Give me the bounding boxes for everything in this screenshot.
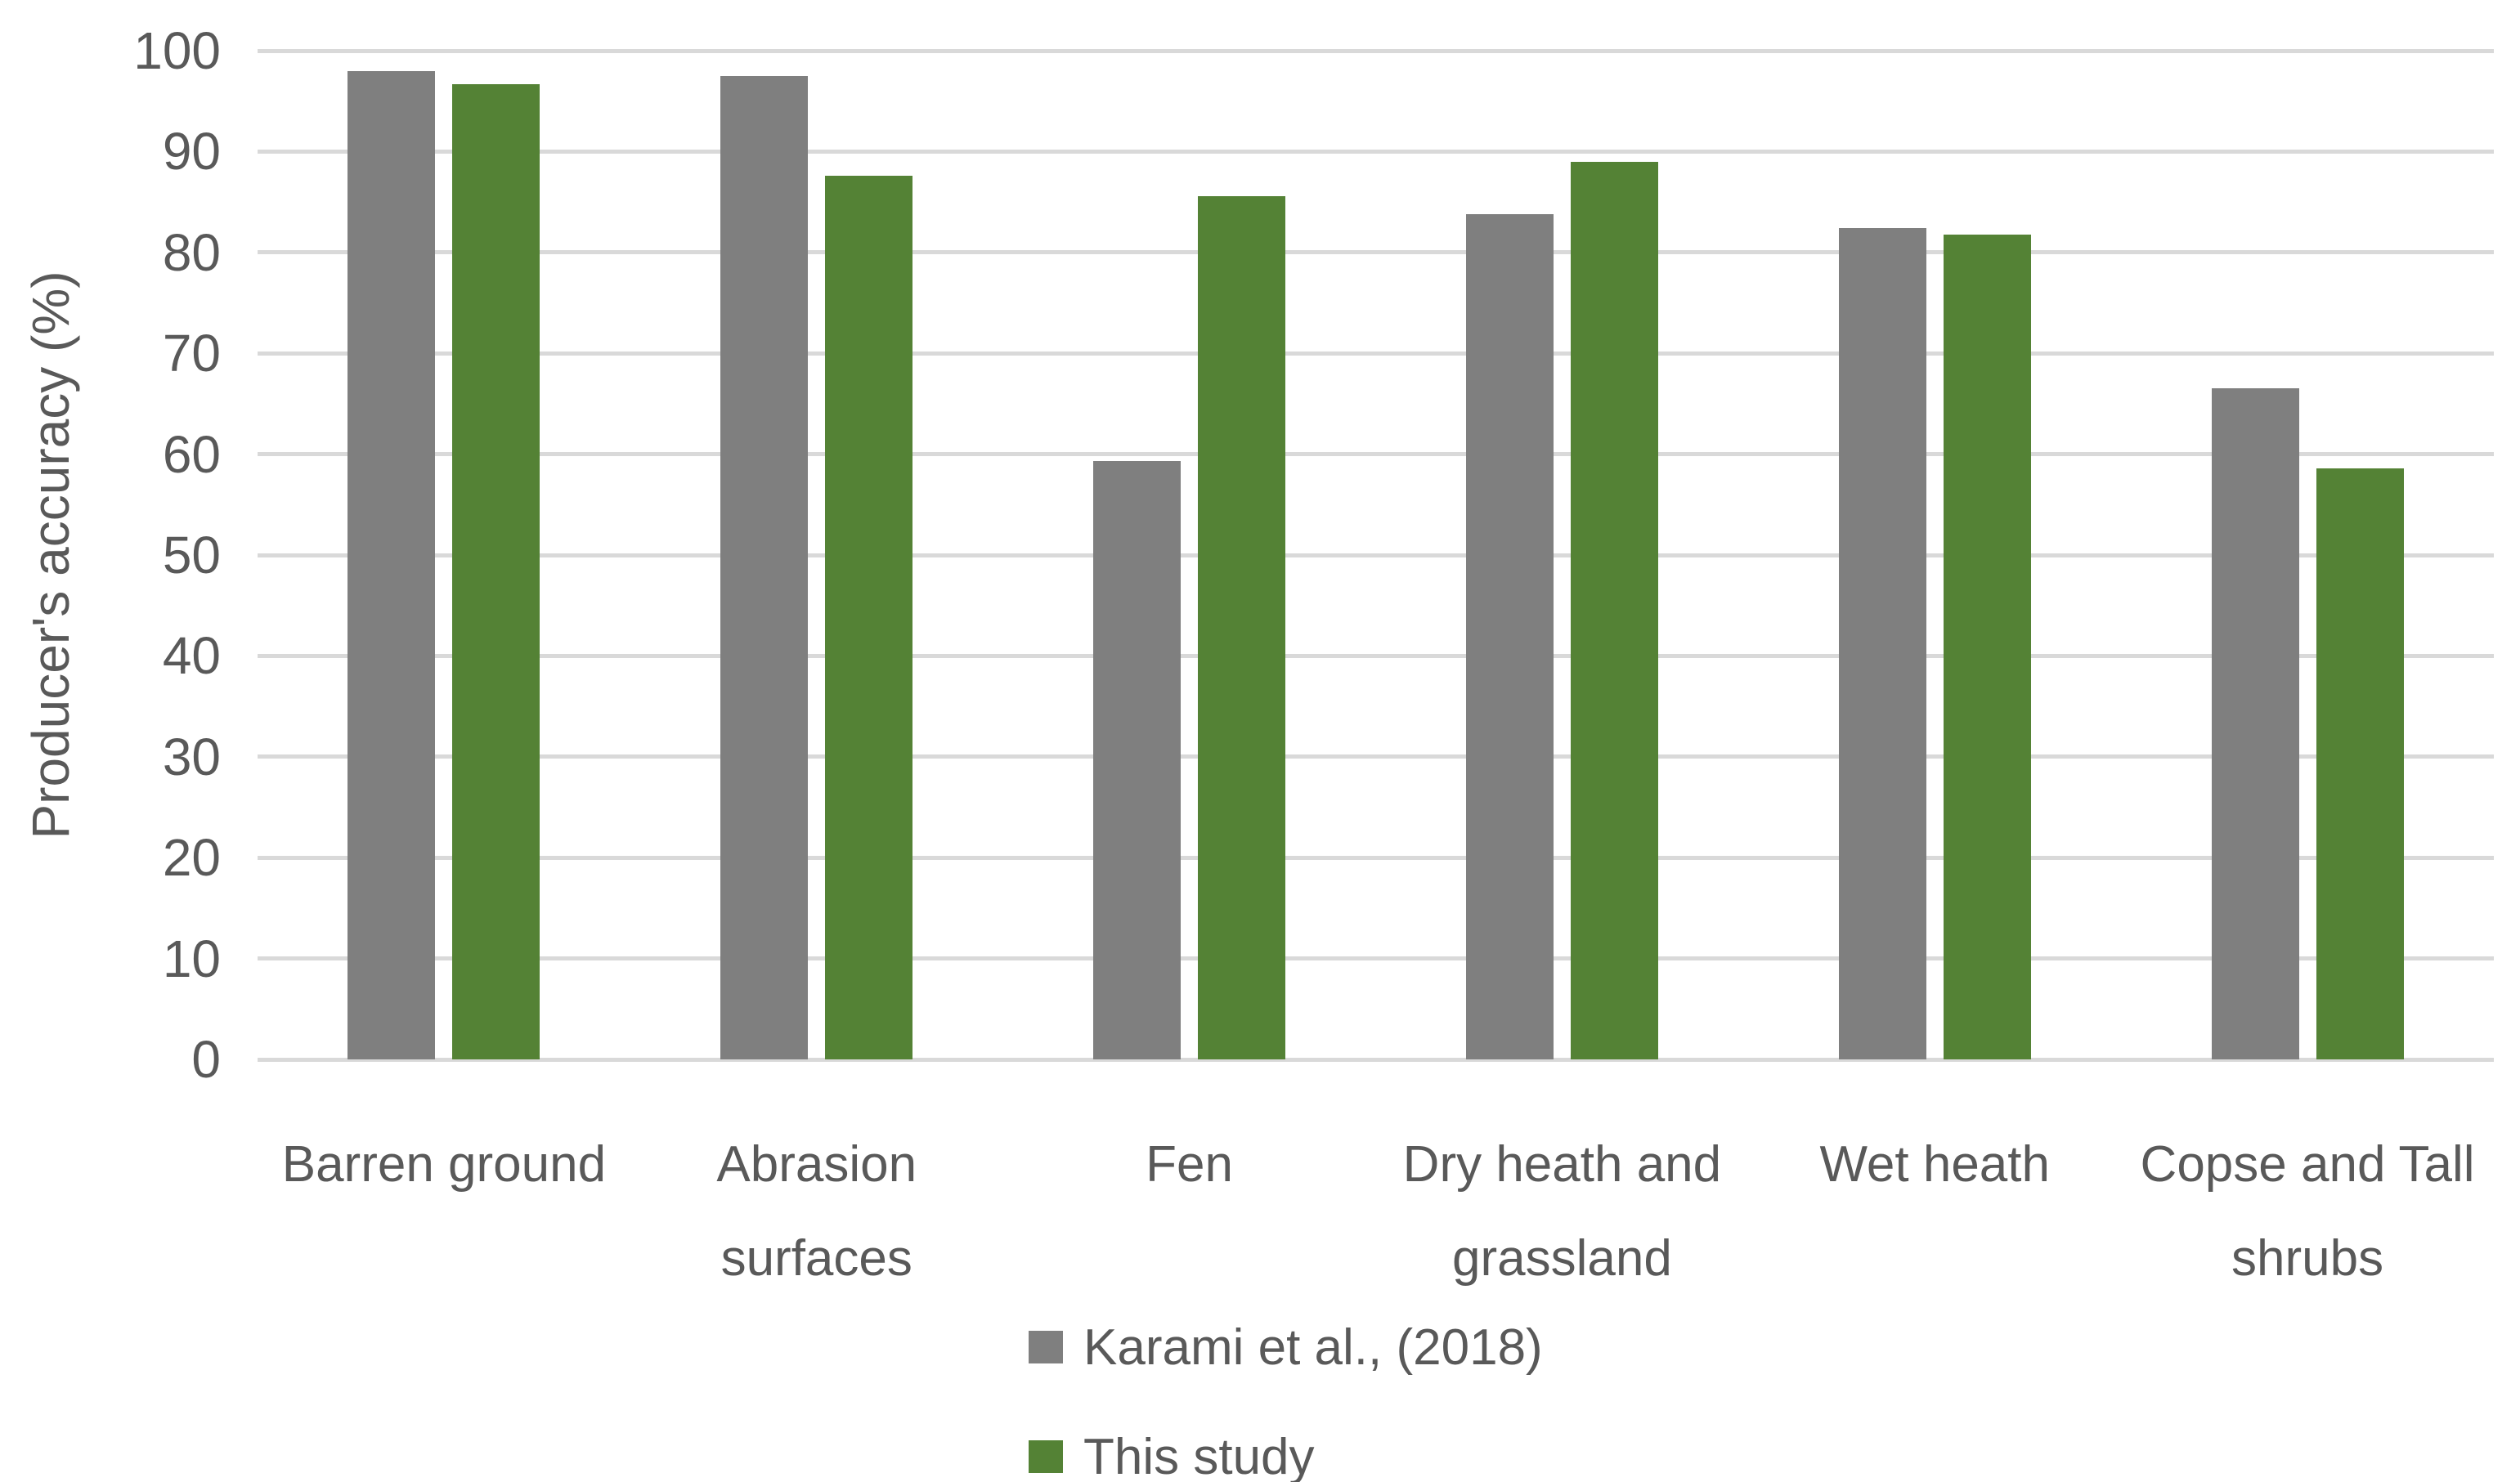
legend-label-this-study: This study [1083,1428,1315,1482]
category-label: Barren ground [281,1136,607,1193]
legend-item-this-study: This study [1029,1424,1543,1482]
y-tick-label: 20 [162,828,221,888]
gridline [258,149,2494,154]
bar [348,70,436,1059]
legend-swatch-this-study [1029,1440,1063,1473]
y-tick-label: 100 [133,21,221,80]
gridline [258,553,2494,557]
x-axis-category-labels: Barren ground Abrasion surfaces Fen Dry hea… [258,1118,2494,1331]
gridline [258,1057,2494,1062]
bar [1570,161,1658,1059]
legend-swatch-karami [1029,1331,1063,1363]
legend: Karami et al., (2018) This study [1029,1314,1543,1482]
bar [1198,195,1286,1059]
bar [720,75,809,1059]
gridline [258,855,2494,860]
y-tick-label: 50 [162,526,221,584]
category-label: Abrasion surfaces [716,1136,917,1287]
bar [452,83,540,1059]
bar [2211,388,2299,1059]
legend-item-karami: Karami et al., (2018) [1029,1314,1543,1380]
legend-label-karami: Karami et al., (2018) [1083,1319,1543,1376]
bar [2316,468,2404,1059]
y-tick-label: 70 [162,324,221,383]
plot-area [258,48,2494,1062]
y-tick-label: 60 [162,424,221,484]
category-label: Copse and Tall shrubs [2140,1136,2475,1287]
bar [1943,234,2031,1059]
category-label: Wet heath [1819,1136,2050,1193]
bar [1838,228,1926,1059]
category-label: Fen [1146,1136,1233,1193]
y-tick-label: 90 [162,122,221,181]
bar [1093,461,1182,1059]
gridline [258,48,2494,53]
y-tick-label: 0 [191,1030,221,1089]
gridline [258,653,2494,658]
gridline [258,351,2494,356]
gridline [258,754,2494,759]
y-tick-label: 40 [162,626,221,686]
bar [1465,213,1554,1059]
y-tick-label: 80 [162,222,221,282]
gridline [258,956,2494,961]
y-tick-label: 10 [162,929,221,988]
y-axis-tick-labels: 0 10 20 30 40 50 60 70 80 90 100 [0,25,221,1086]
gridline [258,250,2494,255]
gridline [258,452,2494,457]
category-label: Dry heath and grassland [1402,1136,1722,1287]
y-tick-label: 30 [162,727,221,786]
bar [825,176,913,1059]
